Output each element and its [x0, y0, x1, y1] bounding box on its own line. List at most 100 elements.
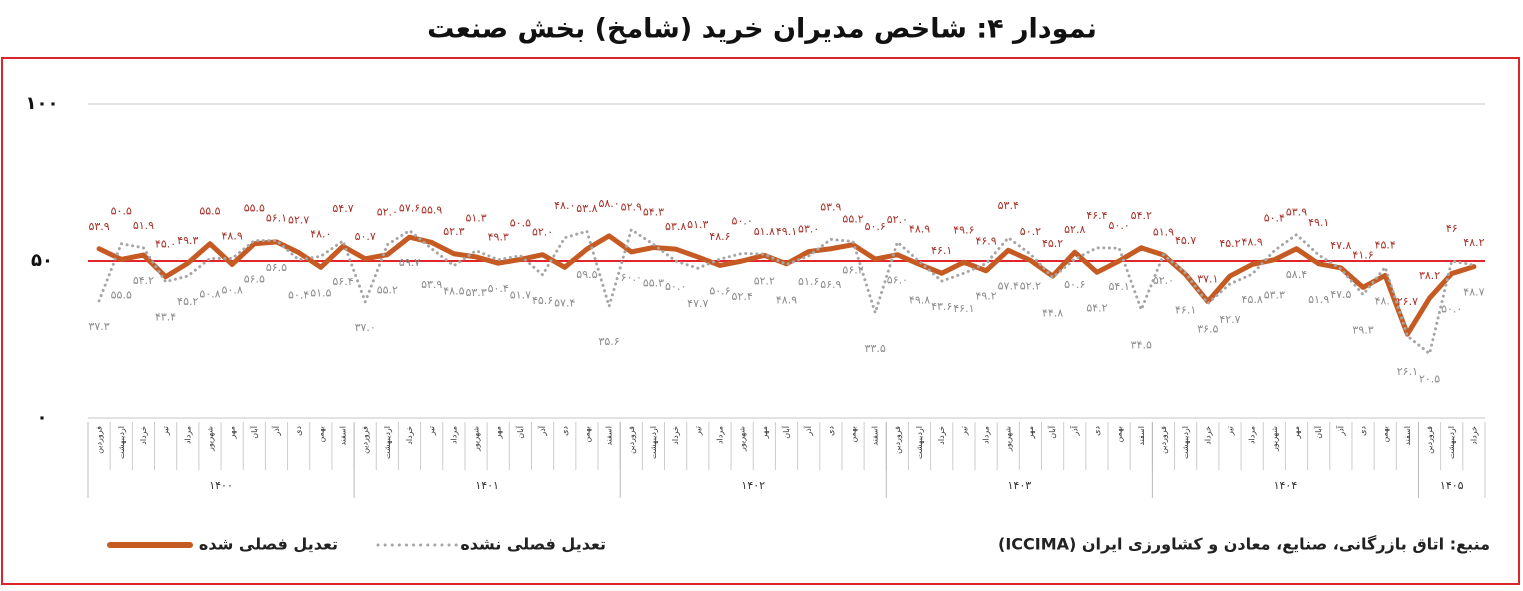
data-label: ۴۶ [1446, 222, 1458, 235]
data-label: ۴۵.۲ [1219, 237, 1240, 250]
x-tick-label: تیر [959, 426, 968, 436]
x-tick-label: آذر [1335, 425, 1345, 436]
x-tick-label: مهر [1292, 426, 1301, 439]
x-tick-label: شهریور [738, 426, 747, 452]
data-label: ۵۱.۳ [687, 218, 708, 231]
x-tick-label: اردیبهشت [1181, 426, 1190, 459]
data-label: ۴۷.۵ [1330, 288, 1351, 301]
data-label: ۴۵.۲ [177, 295, 198, 308]
data-label: ۴۵.۰ [155, 238, 176, 251]
x-tick-label: مهر [760, 426, 769, 439]
x-tick-label: آذر [803, 425, 813, 436]
data-label: ۵۶.۱ [266, 212, 287, 225]
data-label: ۵۴.۲ [1086, 301, 1107, 314]
data-label: ۵۳.۰ [798, 223, 819, 236]
data-label: ۵۳.۹ [1286, 206, 1307, 219]
data-label: ۵۰.۰ [732, 214, 753, 227]
data-label: ۴۸.۹ [776, 293, 797, 306]
data-label: ۵۷.۶ [399, 202, 420, 215]
data-label: ۵۱.۹ [1153, 226, 1174, 239]
data-label: ۴۵.۶ [532, 294, 553, 307]
data-label: ۵۵.۵ [244, 202, 265, 215]
x-tick-label: فروردین [627, 426, 636, 454]
x-tick-label: دی [1092, 426, 1101, 436]
data-label: ۴۴.۸ [1042, 306, 1063, 319]
data-label: ۴۷.۷ [687, 297, 708, 310]
x-tick-label: خرداد [1469, 426, 1478, 445]
x-tick-label: اردیبهشت [649, 426, 658, 459]
data-label: ۵۲.۳ [443, 225, 464, 238]
x-tick-label: مهر [228, 426, 237, 439]
x-tick-label: خرداد [139, 426, 148, 445]
data-label: ۴۸.۹ [909, 223, 930, 236]
data-label: ۵۹.۷ [399, 256, 420, 269]
data-label: ۵۶.۴ [332, 275, 353, 288]
x-tick-label: بهمن [1115, 426, 1124, 443]
data-label: ۴۵.۷ [1175, 234, 1196, 247]
data-label: ۵۷.۴ [998, 279, 1019, 292]
data-label: ۵۱.۹ [1308, 293, 1329, 306]
data-label: ۴۸.۹ [1242, 235, 1263, 248]
data-label: ۵۳.۸ [665, 220, 686, 233]
data-label: ۴۷.۸ [1330, 239, 1351, 252]
x-tick-label: بهمن [849, 426, 858, 443]
x-tick-label: فروردین [893, 426, 902, 454]
legend-label: تعدیل فصلی شده [199, 535, 338, 554]
x-tick-label: فروردین [361, 426, 370, 454]
source: منبع: اتاق بازرگانی، صنایع، معادن و کشاو… [998, 535, 1490, 554]
x-tick-label: خرداد [937, 426, 946, 445]
data-label: ۴۶.۴ [1086, 209, 1107, 222]
x-tick-label: دی [826, 426, 835, 436]
x-tick-label: اردیبهشت [915, 426, 924, 459]
x-tick-label: اسفند [871, 426, 880, 446]
data-label: ۲۶.۷ [1397, 295, 1418, 308]
data-label: ۵۸.۴ [1286, 268, 1307, 281]
data-label: ۵۰.۴ [288, 289, 309, 302]
chart-title: نمودار ۴: شاخص مدیران خرید (شامخ) بخش صن… [427, 14, 1097, 45]
x-tick-label: آبان [249, 425, 259, 439]
data-label: ۴۹.۸ [909, 293, 930, 306]
data-label: ۵۵.۹ [421, 203, 442, 216]
data-label: ۵۲.۸ [1064, 223, 1085, 236]
data-label: ۴۳.۶ [931, 300, 952, 313]
x-tick-label: دی [294, 426, 303, 436]
x-tick-label: فروردین [1425, 426, 1434, 454]
data-label: ۵۲.۰ [1153, 274, 1174, 287]
data-label: ۴۶.۱ [1175, 304, 1196, 317]
x-tick-label: خرداد [671, 426, 680, 445]
y-tick-label: ۵۰ [31, 250, 53, 271]
data-label: ۵۱.۹ [133, 219, 154, 232]
data-label: ۴۶.۹ [975, 235, 996, 248]
data-label: ۵۰.۴ [488, 282, 509, 295]
x-tick-label: دی [560, 426, 569, 436]
data-label: ۴۹.۳ [177, 234, 198, 247]
data-label: ۴۶.۱ [953, 302, 974, 315]
data-label: ۵۸.۰ [598, 197, 619, 210]
data-label: ۴۹.۲ [975, 290, 996, 303]
data-label: ۵۳.۹ [820, 200, 841, 213]
data-label: ۳۴.۵ [1131, 339, 1152, 352]
data-label: ۵۰.۰ [665, 280, 686, 293]
data-label: ۵۶.۰ [887, 274, 908, 287]
data-label: ۵۲.۰ [377, 206, 398, 219]
legend-label: تعدیل فصلی نشده [460, 535, 606, 554]
y-tick-label: ۰ [37, 407, 48, 428]
x-tick-label: تیر [427, 426, 436, 436]
data-label: ۴۸.۷ [1463, 286, 1484, 299]
x-tick-label: آذر [1069, 425, 1079, 436]
x-tick-label: اسفند [339, 426, 348, 446]
data-label: ۴۵.۸ [1242, 293, 1263, 306]
data-label: ۴۸.۰ [310, 227, 331, 240]
group-label: ۱۴۰۵ [1440, 479, 1464, 492]
data-label: ۵۰.۸ [222, 283, 243, 296]
data-label: ۵۰.۵ [510, 217, 531, 230]
series-line [97, 228, 1476, 356]
x-tick-label: آذر [271, 425, 281, 436]
data-label: ۵۴.۲ [133, 274, 154, 287]
data-label: ۳۷.۰ [355, 321, 376, 334]
data-label: ۵۲.۰ [887, 213, 908, 226]
data-label: ۳۷.۳ [88, 320, 109, 333]
data-label: ۴۵.۴ [1375, 238, 1396, 251]
data-label: ۴۳.۴ [155, 311, 176, 324]
